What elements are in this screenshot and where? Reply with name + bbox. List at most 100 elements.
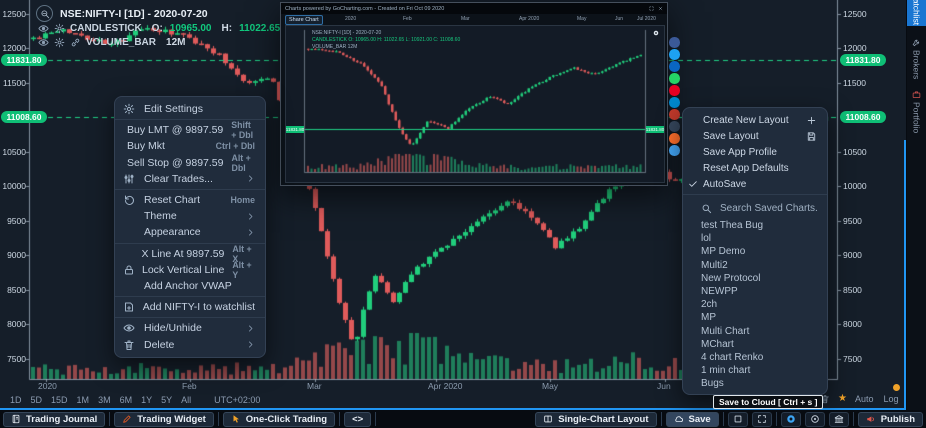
whatsapp-share-icon[interactable] (669, 73, 680, 84)
close-icon[interactable] (658, 6, 663, 11)
open-label: O: (151, 23, 163, 34)
timeframe-1d[interactable]: 1D (10, 395, 22, 405)
saved-chart-mp-demo[interactable]: MP Demo (701, 246, 746, 258)
floppy-icon (806, 131, 817, 142)
timeframe-1y[interactable]: 1Y (141, 395, 153, 405)
delete-drawings-icon[interactable] (820, 394, 830, 404)
frame-button[interactable] (727, 411, 748, 427)
exchange-button[interactable] (828, 411, 849, 427)
saved-chart-mp[interactable]: MP (701, 312, 716, 324)
menu-item-theme[interactable]: Theme (115, 208, 265, 224)
search-input[interactable] (720, 202, 824, 214)
email-share-icon[interactable] (669, 109, 680, 120)
date-axis-label: Feb (182, 381, 197, 391)
menu-item-reset-chart[interactable]: Reset Chart Home (115, 192, 265, 208)
eye-icon (123, 322, 137, 335)
timeframe-15d[interactable]: 15D (51, 395, 68, 405)
eye-icon[interactable] (38, 37, 49, 48)
square-icon (733, 414, 743, 424)
menu-item-lock-vertical-line[interactable]: Lock Vertical Line Alt + Y (115, 259, 265, 280)
timeframe-5y[interactable]: 5Y (161, 395, 173, 405)
toolbar-divider (722, 412, 724, 426)
-button[interactable]: <> (344, 411, 372, 427)
timeframe-all[interactable]: All (181, 395, 192, 405)
twitter-share-icon[interactable] (669, 49, 680, 60)
snapshot-button[interactable] (780, 411, 801, 427)
reddit-share-icon[interactable] (669, 133, 680, 144)
menu-item-label: X Line At 9897.59 (141, 247, 225, 260)
saved-chart-multi2[interactable]: Multi2 (701, 259, 728, 271)
menu-item-clear-trades[interactable]: Clear Trades... (115, 171, 265, 187)
gear-icon[interactable] (54, 23, 65, 34)
saved-chart-4-chart-renko[interactable]: 4 chart Renko (701, 351, 764, 363)
tumblr-share-icon[interactable] (669, 121, 680, 132)
sidebar-tab-brokers[interactable]: Brokers (907, 36, 926, 84)
menu-divider (115, 317, 265, 319)
saved-chart-newpp[interactable]: NEWPP (701, 286, 738, 298)
layout-menu: Create New Layout Save Layout Save App Pro… (682, 107, 828, 396)
menu-item-delete[interactable]: Delete (115, 336, 265, 352)
price-tick-label: 12500 (843, 9, 867, 19)
menu-item-hide-unhide[interactable]: Hide/Unhide (115, 320, 265, 336)
camera-icon[interactable] (653, 30, 659, 36)
layout-menu-item-save-layout[interactable]: Save Layout (683, 128, 827, 144)
chevron-right-icon (246, 324, 255, 333)
menu-item-x-line-at-9897-59[interactable]: X Line At 9897.59 Alt + X (115, 244, 265, 264)
publish-button[interactable]: Publish (857, 411, 923, 427)
scale-mode-log[interactable]: Log (883, 394, 899, 404)
expand-icon[interactable] (649, 6, 654, 11)
saved-chart-bugs[interactable]: Bugs (701, 378, 724, 390)
trading-journal-button[interactable]: Trading Journal (3, 411, 106, 427)
menu-item-sell-stop-9897-59[interactable]: Sell Stop @ 9897.59 Alt + Dbl (115, 153, 265, 173)
timezone-label[interactable]: UTC+02:00 (214, 395, 261, 405)
mini-price-tag: 11831.80 (285, 126, 305, 133)
trading-widget-button[interactable]: Trading Widget (114, 411, 214, 427)
menu-item-buy-lmt-9897-59[interactable]: Buy LMT @ 9897.59 Shift + Dbl (115, 120, 265, 140)
share-chart-button[interactable]: Share Chart (285, 15, 323, 25)
timeframe-5d[interactable]: 5D (30, 395, 43, 405)
gear-icon[interactable] (54, 37, 65, 48)
refresh-button[interactable] (804, 411, 825, 427)
menu-item-label: Add Anchor VWAP (144, 279, 232, 292)
layout-menu-item-create-new-layout[interactable]: Create New Layout (683, 112, 827, 128)
saved-chart-mchart[interactable]: MChart (701, 338, 734, 350)
price-tick-label: 8500 (843, 284, 862, 295)
saved-chart-2ch[interactable]: 2ch (701, 299, 718, 311)
menu-shortcut: Alt + Y (232, 259, 252, 280)
layout-menu-item-reset-app-defaults[interactable]: Reset App Defaults (683, 160, 827, 176)
timeframe-3m[interactable]: 3M (98, 395, 111, 405)
menu-item-buy-mkt[interactable]: Buy Mkt Ctrl + Dbl (115, 138, 265, 154)
volume-value: 12M (166, 37, 186, 48)
layout-menu-item-save-app-profile[interactable]: Save App Profile (683, 144, 827, 160)
one-click-trading-button[interactable]: One-Click Trading (222, 411, 336, 427)
price-tick-label: 9500 (843, 215, 862, 226)
sidebar-tab-portfolio[interactable]: Portfolio (907, 88, 926, 144)
linkedin-share-icon[interactable] (669, 61, 680, 72)
saved-chart-multi-chart[interactable]: Multi Chart (701, 325, 750, 337)
single-chart-layout-button[interactable]: Single-Chart Layout (535, 411, 657, 427)
sidebar-tab-watchlist[interactable]: Watchlist (907, 0, 926, 26)
timeframe-6m[interactable]: 6M (119, 395, 133, 405)
eye-icon[interactable] (38, 23, 49, 34)
menu-item-add-nifty-i-to-watchlist[interactable]: Add NIFTY-I to watchlist (115, 299, 265, 315)
saved-chart-lol[interactable]: lol (701, 233, 712, 245)
link-icon[interactable] (70, 37, 81, 48)
saved-chart-new-protocol[interactable]: New Protocol (701, 272, 761, 284)
menu-item-add-anchor-vwap[interactable]: Add Anchor VWAP (115, 278, 265, 294)
menu-item-edit-settings[interactable]: Edit Settings (115, 101, 265, 117)
saved-chart-1-min-chart[interactable]: 1 min chart (701, 365, 751, 377)
pinterest-share-icon[interactable] (669, 85, 680, 96)
layout-menu-item-autosave[interactable]: AutoSave (683, 176, 827, 192)
timeframe-1m[interactable]: 1M (76, 395, 90, 405)
scale-mode-auto[interactable]: Auto (854, 394, 874, 404)
fullscreen-button[interactable] (751, 411, 772, 427)
zoom-out-icon[interactable] (36, 5, 53, 22)
telegram-share-icon[interactable] (669, 97, 680, 108)
favorite-star-icon[interactable]: ★ (838, 393, 847, 404)
saved-chart-test-thea-bug[interactable]: test Thea Bug (701, 220, 764, 232)
messenger-share-icon[interactable] (669, 145, 680, 156)
menu-item-appearance[interactable]: Appearance (115, 224, 265, 240)
toolbar-divider (217, 412, 219, 426)
save-button[interactable]: Save (665, 411, 719, 427)
facebook-share-icon[interactable] (669, 37, 680, 48)
